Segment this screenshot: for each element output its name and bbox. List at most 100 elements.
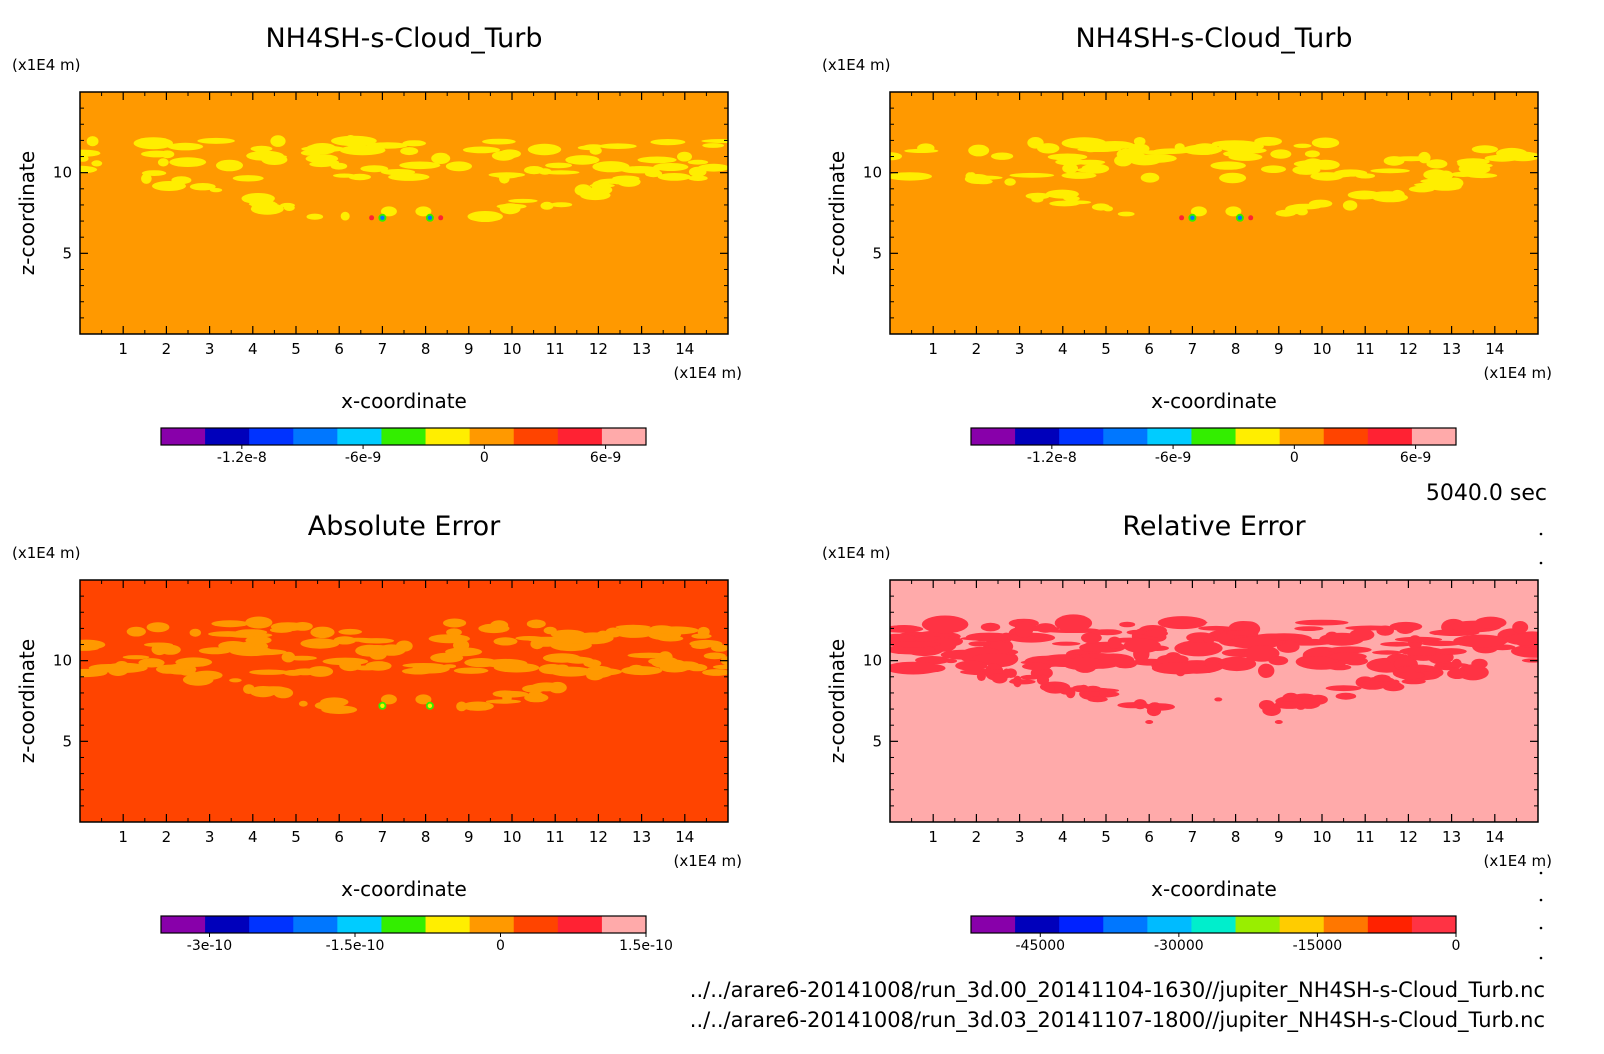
cloud-blob bbox=[1270, 149, 1292, 159]
cloud-blob bbox=[1087, 696, 1108, 703]
cloud-blob bbox=[307, 666, 334, 677]
cloud-blob bbox=[1052, 641, 1081, 646]
cloud-blob bbox=[526, 619, 546, 629]
cloud-blob bbox=[402, 667, 435, 675]
cloud-blob bbox=[615, 624, 651, 630]
cloud-blob bbox=[592, 161, 630, 173]
cloud-blob bbox=[209, 188, 223, 193]
cloud-blob bbox=[917, 143, 935, 153]
cloud-blob bbox=[496, 203, 527, 209]
cloud-blob bbox=[1099, 688, 1108, 698]
x-tick-label: 5 bbox=[291, 340, 301, 358]
cloud-blob bbox=[1244, 645, 1280, 662]
cloud-blob bbox=[1114, 154, 1133, 167]
colorbar-label: 0 bbox=[480, 450, 489, 466]
x-tick-label: 5 bbox=[291, 828, 301, 846]
colorbar-swatch bbox=[1411, 916, 1457, 933]
cloud-blob bbox=[171, 176, 192, 185]
cloud-blob bbox=[1062, 163, 1078, 174]
plume-center bbox=[380, 703, 385, 708]
cloud-blob bbox=[1438, 662, 1470, 668]
colorbar-swatch bbox=[1147, 428, 1192, 445]
cloud-blob bbox=[1061, 172, 1097, 179]
cloud-blob bbox=[333, 173, 356, 178]
cloud-blob bbox=[968, 641, 991, 647]
cloud-blob bbox=[126, 626, 146, 637]
cloud-blob bbox=[462, 701, 494, 711]
cloud-blob bbox=[969, 175, 1003, 180]
cloud-blob bbox=[467, 211, 503, 222]
cloud-blob bbox=[890, 641, 941, 648]
cloud-blob bbox=[229, 678, 242, 683]
cloud-blob bbox=[1397, 671, 1425, 680]
y-tick-label: 10 bbox=[53, 652, 72, 670]
cloud-blob bbox=[1349, 628, 1375, 641]
x-tick-label: 8 bbox=[1231, 340, 1241, 358]
cloud-blob bbox=[976, 671, 986, 681]
cloud-blob bbox=[1227, 636, 1283, 649]
cloud-blob bbox=[549, 666, 593, 677]
cloud-blob bbox=[91, 160, 103, 167]
x-tick-label: 11 bbox=[546, 828, 565, 846]
x-tick-label: 12 bbox=[589, 340, 608, 358]
colorbar-label: 0 bbox=[496, 938, 505, 954]
cloud-blob bbox=[1063, 195, 1080, 202]
cloud-blob bbox=[1268, 656, 1289, 666]
cloud-blob bbox=[1311, 137, 1340, 149]
colorbar-swatch bbox=[1235, 428, 1281, 445]
colorbar-swatch bbox=[971, 428, 1016, 445]
cloud-blob bbox=[1258, 663, 1275, 678]
cloud-blob bbox=[527, 143, 562, 156]
cloud-blob bbox=[554, 636, 600, 644]
x-tick-label: 3 bbox=[1015, 340, 1025, 358]
cloud-blob bbox=[86, 136, 99, 147]
plume-center bbox=[1237, 215, 1243, 220]
cloud-blob bbox=[644, 170, 663, 178]
cloud-blob bbox=[138, 658, 165, 668]
cloud-blob bbox=[442, 664, 457, 669]
cloud-blob bbox=[1133, 137, 1146, 146]
y-axis-label: z-coordinate bbox=[825, 639, 849, 763]
cloud-blob bbox=[1334, 169, 1368, 177]
cloud-blob bbox=[1009, 172, 1055, 178]
cloud-blob bbox=[430, 652, 464, 663]
cloud-blob bbox=[1390, 189, 1405, 202]
x-tick-label: 13 bbox=[1442, 340, 1461, 358]
cloud-blob bbox=[211, 620, 249, 628]
cloud-blob bbox=[1327, 646, 1372, 654]
cloud-blob bbox=[249, 669, 289, 675]
y-tick-label: 5 bbox=[62, 732, 72, 750]
cloud-blob bbox=[306, 213, 324, 220]
colorbar: -1.2e-8 -6e-9 0 6e-9 bbox=[970, 427, 1457, 466]
y-axis-label: z-coordinate bbox=[15, 639, 39, 763]
cloud-blob bbox=[550, 202, 573, 208]
colorbar-swatch bbox=[1279, 916, 1325, 933]
cloud-blob bbox=[340, 211, 350, 221]
cloud-blob bbox=[1219, 172, 1247, 184]
colorbar-swatch bbox=[1015, 916, 1060, 933]
cloud-blob bbox=[577, 145, 599, 151]
cloud-blob bbox=[527, 691, 544, 700]
colorbar-swatch bbox=[1191, 916, 1236, 933]
cloud-blob bbox=[502, 692, 512, 704]
cloud-blob bbox=[540, 201, 554, 210]
colorbar-swatch bbox=[971, 916, 1016, 933]
plume-blob bbox=[380, 206, 397, 217]
cloud-blob bbox=[1254, 136, 1282, 146]
colorbar-label: -6e-9 bbox=[345, 450, 382, 466]
colorbar-swatch bbox=[601, 428, 647, 445]
x-tick-label: 2 bbox=[162, 828, 172, 846]
cloud-blob bbox=[508, 198, 538, 203]
cloud-blob bbox=[1036, 674, 1050, 686]
colorbar-frame bbox=[160, 427, 647, 446]
cloud-blob bbox=[141, 173, 152, 184]
cloud-blob bbox=[482, 138, 516, 145]
cloud-blob bbox=[342, 637, 374, 642]
cloud-blob bbox=[1408, 185, 1435, 193]
colorbar-swatch bbox=[381, 916, 426, 933]
cloud-blob bbox=[301, 145, 346, 152]
cloud-blob bbox=[269, 627, 293, 633]
cloud-blob bbox=[1103, 206, 1113, 212]
cloud-blob bbox=[1426, 159, 1448, 169]
x-tick-label: 12 bbox=[1399, 340, 1418, 358]
